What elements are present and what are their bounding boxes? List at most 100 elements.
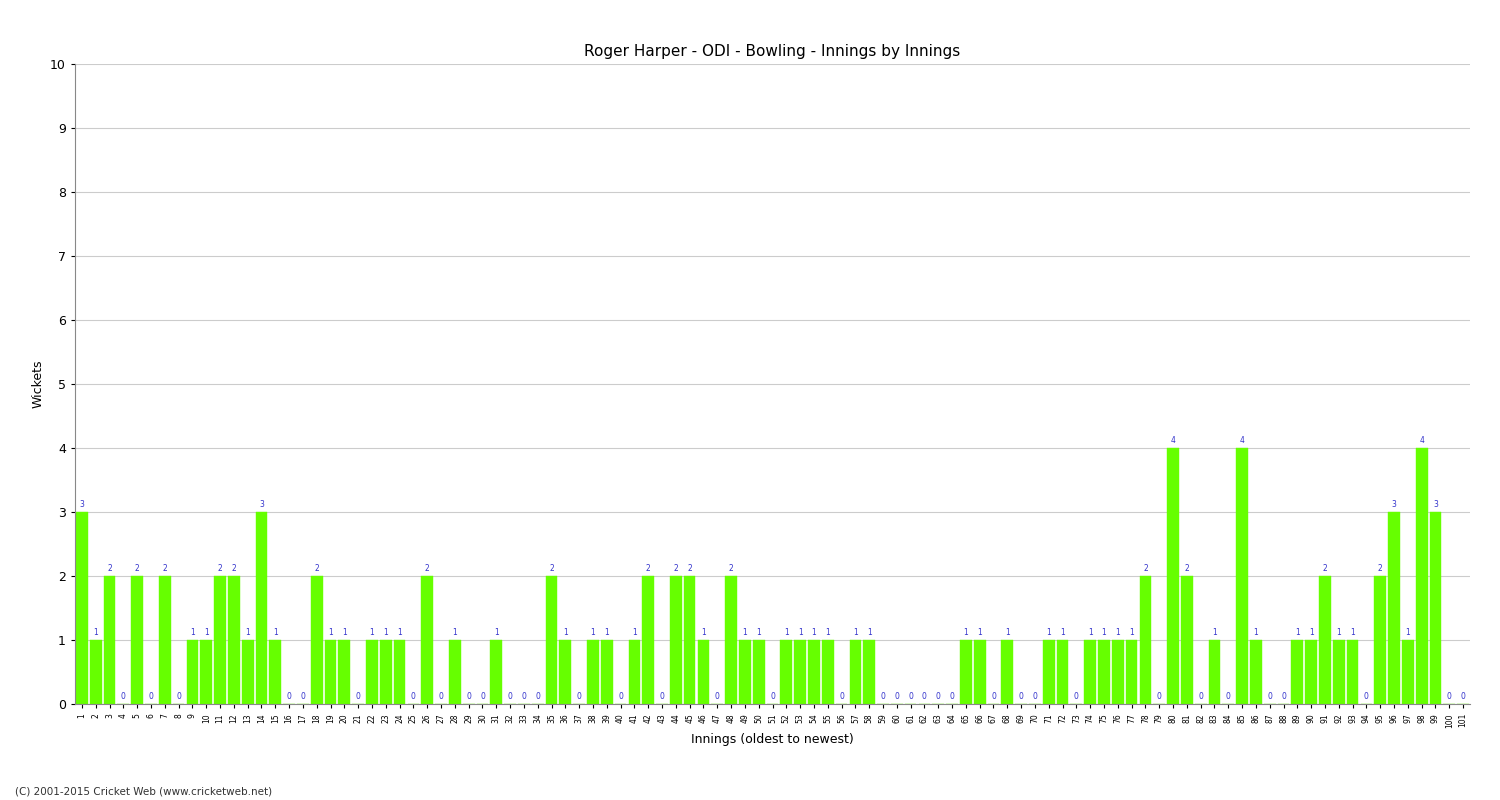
Bar — [724, 576, 736, 704]
Text: 0: 0 — [1268, 693, 1272, 702]
Text: 1: 1 — [1350, 629, 1354, 638]
Text: 1: 1 — [204, 629, 209, 638]
Text: 1: 1 — [700, 629, 706, 638]
Text: 0: 0 — [716, 693, 720, 702]
Text: 1: 1 — [1294, 629, 1299, 638]
Text: 3: 3 — [80, 501, 84, 510]
Title: Roger Harper - ODI - Bowling - Innings by Innings: Roger Harper - ODI - Bowling - Innings b… — [585, 44, 960, 58]
Text: 2: 2 — [1143, 565, 1148, 574]
Text: 1: 1 — [1406, 629, 1410, 638]
Bar — [422, 576, 434, 704]
X-axis label: Innings (oldest to newest): Innings (oldest to newest) — [692, 733, 853, 746]
Text: 4: 4 — [1239, 437, 1245, 446]
Text: 1: 1 — [963, 629, 968, 638]
Text: 0: 0 — [1156, 693, 1161, 702]
Text: 2: 2 — [646, 565, 651, 574]
Text: 1: 1 — [273, 629, 278, 638]
Text: 1: 1 — [756, 629, 760, 638]
Text: 0: 0 — [908, 693, 914, 702]
Text: 2: 2 — [674, 565, 678, 574]
Bar — [1402, 640, 1413, 704]
Bar — [1430, 512, 1442, 704]
Text: 0: 0 — [618, 693, 622, 702]
Bar — [974, 640, 986, 704]
Bar — [159, 576, 171, 704]
Bar — [242, 640, 254, 704]
Text: 0: 0 — [1074, 693, 1078, 702]
Text: 2: 2 — [217, 565, 222, 574]
Text: 2: 2 — [135, 565, 140, 574]
Text: 1: 1 — [1130, 629, 1134, 638]
Bar — [808, 640, 820, 704]
Text: 1: 1 — [1005, 629, 1010, 638]
Bar — [393, 640, 405, 704]
Text: 2: 2 — [231, 565, 236, 574]
Bar — [1318, 576, 1330, 704]
Text: 2: 2 — [1378, 565, 1383, 574]
Text: 0: 0 — [480, 693, 484, 702]
Text: 0: 0 — [507, 693, 513, 702]
Text: 0: 0 — [1019, 693, 1023, 702]
Bar — [864, 640, 874, 704]
Bar — [214, 576, 226, 704]
Text: 1: 1 — [798, 629, 802, 638]
Text: 0: 0 — [1032, 693, 1038, 702]
Bar — [1374, 576, 1386, 704]
Text: 0: 0 — [466, 693, 471, 702]
Bar — [1250, 640, 1262, 704]
Text: 1: 1 — [1088, 629, 1092, 638]
Bar — [1167, 448, 1179, 704]
Text: 4: 4 — [1419, 437, 1424, 446]
Text: 1: 1 — [812, 629, 816, 638]
Text: 1: 1 — [867, 629, 871, 638]
Text: 1: 1 — [369, 629, 375, 638]
Bar — [1209, 640, 1221, 704]
Text: 2: 2 — [1185, 565, 1190, 574]
Bar — [849, 640, 861, 704]
Bar — [1292, 640, 1304, 704]
Bar — [310, 576, 322, 704]
Text: 1: 1 — [1047, 629, 1052, 638]
Text: 0: 0 — [576, 693, 582, 702]
Text: 1: 1 — [328, 629, 333, 638]
Bar — [339, 640, 350, 704]
Text: 1: 1 — [978, 629, 982, 638]
Bar — [740, 640, 750, 704]
Bar — [104, 576, 116, 704]
Text: 2: 2 — [106, 565, 112, 574]
Text: 0: 0 — [839, 693, 844, 702]
Bar — [698, 640, 709, 704]
Bar — [1112, 640, 1124, 704]
Bar — [1125, 640, 1137, 704]
Bar — [132, 576, 142, 704]
Bar — [1098, 640, 1110, 704]
Bar — [228, 576, 240, 704]
Text: 2: 2 — [162, 565, 166, 574]
Text: 0: 0 — [1198, 693, 1203, 702]
Text: 0: 0 — [148, 693, 153, 702]
Bar — [324, 640, 336, 704]
Text: 0: 0 — [660, 693, 664, 702]
Text: 1: 1 — [632, 629, 638, 638]
Text: 1: 1 — [93, 629, 98, 638]
Text: 2: 2 — [1323, 565, 1328, 574]
Text: 0: 0 — [992, 693, 996, 702]
Bar — [822, 640, 834, 704]
Bar — [670, 576, 681, 704]
Text: 0: 0 — [176, 693, 181, 702]
Text: 0: 0 — [936, 693, 940, 702]
Text: 0: 0 — [438, 693, 444, 702]
Bar — [1334, 640, 1344, 704]
Text: 0: 0 — [1364, 693, 1370, 702]
Text: 0: 0 — [300, 693, 306, 702]
Text: (C) 2001-2015 Cricket Web (www.cricketweb.net): (C) 2001-2015 Cricket Web (www.cricketwe… — [15, 786, 272, 796]
Bar — [1305, 640, 1317, 704]
Text: 0: 0 — [922, 693, 927, 702]
Text: 3: 3 — [260, 501, 264, 510]
Text: 3: 3 — [1392, 501, 1396, 510]
Text: 1: 1 — [342, 629, 346, 638]
Bar — [960, 640, 972, 704]
Text: 0: 0 — [411, 693, 416, 702]
Text: 1: 1 — [562, 629, 567, 638]
Y-axis label: Wickets: Wickets — [32, 360, 45, 408]
